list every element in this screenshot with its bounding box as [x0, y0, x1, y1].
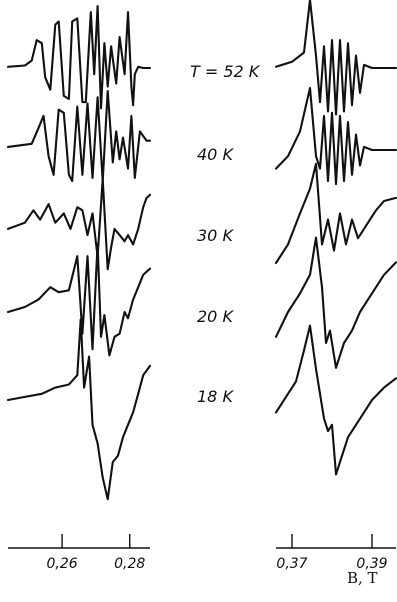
temperature-labels: T = 52 K 40 K 30 K 20 K 18 K	[190, 62, 261, 406]
spectrum-trace	[8, 179, 150, 269]
low-field-panel: 0,26 0,28	[8, 6, 150, 572]
x-axis-title: B, T	[347, 569, 378, 587]
spectrum-trace	[276, 238, 396, 368]
temperature-label: 18 K	[197, 387, 234, 406]
spectrum-trace	[276, 326, 396, 475]
high-field-panel: 0,37 0,39	[276, 0, 396, 572]
spectrum-trace	[276, 0, 396, 114]
x-tick-label: 0,28	[114, 556, 145, 572]
spectrum-trace	[8, 6, 150, 108]
x-tick-label: 0,37	[276, 556, 307, 572]
spectrum-trace	[8, 319, 150, 499]
spectrum-trace	[8, 91, 150, 181]
temperature-label: 40 K	[197, 145, 234, 164]
temperature-label: 20 K	[197, 307, 234, 326]
temperature-label: 30 K	[197, 226, 234, 245]
x-tick-label: 0,26	[47, 556, 78, 572]
temperature-label: T = 52 K	[190, 62, 261, 81]
